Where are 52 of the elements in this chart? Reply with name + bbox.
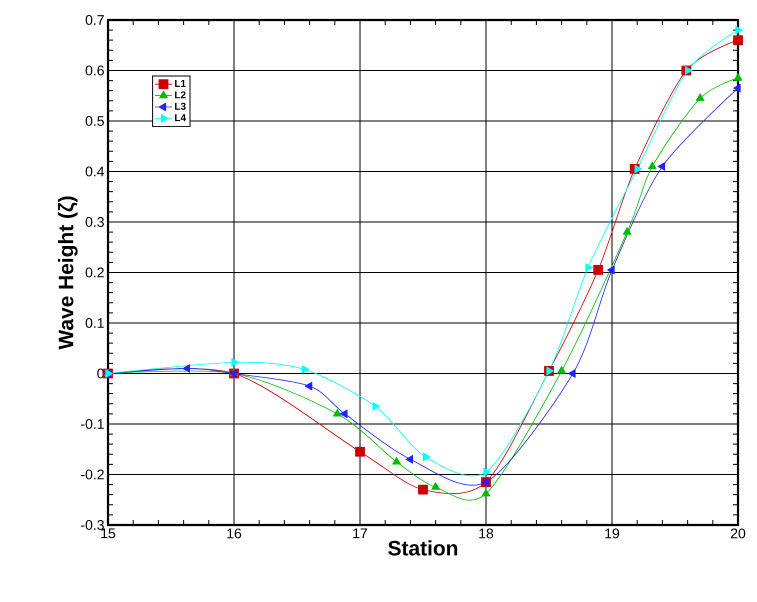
point: [182, 364, 190, 373]
point: [734, 73, 742, 81]
point: [302, 365, 310, 374]
y-tick-label: 0.4: [86, 166, 104, 176]
point: [733, 84, 741, 92]
x-tick-label: 15: [101, 528, 116, 538]
point: [593, 265, 604, 275]
point: [355, 446, 365, 457]
point: [684, 66, 693, 75]
point: [557, 366, 566, 374]
point: [696, 93, 705, 101]
y-tick-label: 0.6: [86, 66, 104, 76]
y-tick-label: 0.1: [86, 318, 104, 328]
y-tick-label: -0.2: [81, 470, 104, 480]
x-tick-label: 17: [353, 528, 368, 538]
y-tick-label: -0.1: [81, 419, 104, 429]
point: [392, 456, 401, 465]
legend-label: L4: [175, 114, 186, 122]
point: [406, 455, 414, 464]
point: [483, 468, 491, 476]
point: [733, 35, 743, 46]
x-tick-label: 16: [227, 528, 242, 538]
point: [422, 452, 430, 462]
point: [482, 488, 490, 496]
point: [607, 266, 615, 274]
point: [622, 227, 632, 235]
point: [585, 263, 593, 272]
legend-label: L3: [175, 102, 186, 110]
y-tick-label: 0.7: [86, 15, 104, 25]
x-tick-label: 20: [730, 528, 746, 538]
x-tick-label: 18: [479, 528, 494, 538]
point: [648, 162, 657, 170]
point: [735, 26, 743, 34]
y-tick-label: -0.3: [81, 520, 104, 530]
point: [418, 484, 428, 495]
point: [333, 408, 342, 417]
y-tick-label: 0.5: [86, 116, 104, 126]
point: [340, 410, 348, 418]
y-axis-title: Wave Height (ζ): [58, 196, 78, 350]
x-axis-title: Station: [388, 540, 458, 556]
point: [231, 358, 239, 367]
point: [658, 162, 666, 171]
y-tick-label: 0.2: [86, 268, 104, 278]
point: [634, 164, 642, 174]
y-tick-label: 0.3: [86, 217, 104, 227]
point: [568, 369, 576, 378]
point: [372, 402, 380, 411]
legend-label: L1: [175, 80, 186, 87]
legend-label: L2: [175, 91, 186, 98]
x-tick-label: 19: [605, 528, 620, 538]
point: [431, 482, 440, 490]
point: [304, 382, 312, 390]
